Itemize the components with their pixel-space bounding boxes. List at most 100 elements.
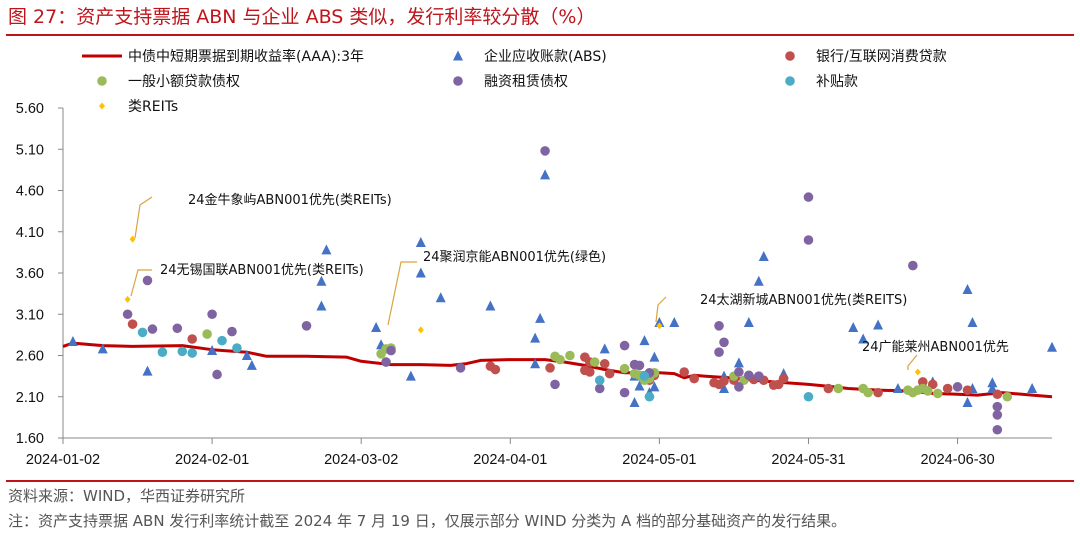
triangle-point [142, 365, 153, 376]
circle-point [714, 321, 724, 331]
annotation-leader [907, 354, 918, 370]
triangle-point [530, 358, 541, 369]
circle-point [803, 192, 814, 202]
circle-point [227, 326, 237, 337]
circle-point [992, 401, 1003, 412]
circle-point [932, 388, 943, 399]
circle-point [142, 275, 153, 286]
triangle-point [649, 381, 660, 392]
triangle-point [892, 383, 903, 393]
circle-point [550, 379, 560, 390]
chart-axes: 5.60 5.10 4.60 4.10 3.60 3.10 2.60 2.10 1.60 2024… [16, 101, 1052, 468]
circle-point [803, 391, 814, 402]
legend-label: 一般小额贷款债权 [128, 74, 240, 90]
legend-label: 融资租赁债权 [484, 74, 568, 90]
circle-point [127, 319, 138, 329]
circle-point [301, 321, 312, 331]
triangle-point [485, 300, 496, 311]
triangle-point [858, 333, 869, 344]
triangle-point [718, 383, 729, 393]
circle-point [555, 354, 565, 365]
circle-point [381, 357, 391, 367]
circle-point [734, 382, 744, 392]
triangle-point [743, 317, 754, 327]
triangle-point [733, 357, 744, 368]
circle-point [599, 358, 610, 369]
circle-point [992, 410, 1003, 420]
chart-annotations: 24金牛象屿ABN001优先(类REITs) 24无锡国联ABN001优先(类RE… [130, 192, 1009, 370]
circle-point [172, 323, 183, 334]
triangle-point [405, 370, 416, 381]
circle-point [202, 329, 212, 339]
triangle-point [207, 345, 218, 356]
triangle-point [435, 292, 446, 303]
circle-point [540, 146, 550, 156]
annotation-label: 24广能莱州ABN001优先 [862, 340, 1009, 355]
legend-label: 补贴款 [816, 74, 858, 90]
circle-point [753, 371, 764, 381]
triangle-point [873, 319, 884, 330]
legend-label: 类REITs [128, 99, 178, 115]
diamond-point [417, 326, 424, 334]
annotation-label: 24聚润京能ABN001优先(绿色) [423, 249, 606, 265]
legend-marker [785, 76, 795, 86]
triangle-point [962, 284, 973, 294]
circle-point [619, 340, 630, 351]
source-note: 资料来源：WIND，华西证券研究所 [8, 487, 246, 505]
triangle-point [415, 267, 426, 278]
triangle-point [321, 244, 332, 255]
circle-point [992, 389, 1003, 400]
circle-point [594, 383, 605, 394]
y-tick-label: 2.60 [16, 349, 44, 365]
circle-point [952, 382, 963, 392]
title-divider [6, 34, 1074, 36]
y-tick-label: 3.10 [16, 307, 44, 323]
annotation-label: 24金牛象屿ABN001优先(类REITs) [188, 192, 392, 208]
triangle-point [316, 275, 327, 286]
chart-marks [62, 146, 1057, 435]
circle-point [714, 347, 724, 358]
circle-point [719, 337, 729, 348]
legend-marker [785, 51, 795, 61]
y-tick-label: 1.60 [16, 431, 44, 447]
annotation-leader [130, 269, 152, 297]
triangle-point [654, 317, 665, 327]
legend-label: 企业应收账款(ABS) [484, 48, 607, 65]
triangle-point [967, 317, 978, 327]
triangle-point [629, 397, 640, 408]
circle-point [644, 391, 655, 402]
triangle-point [758, 251, 769, 261]
x-tick-label: 2024-06-30 [920, 452, 994, 468]
triangle-point [246, 359, 257, 370]
legend-marker [99, 102, 105, 110]
diamond-point [914, 368, 921, 376]
triangle-point [1047, 341, 1057, 352]
triangle-point [634, 380, 645, 391]
triangle-point [540, 169, 551, 180]
circle-point [490, 364, 501, 375]
circle-point [922, 386, 933, 396]
circle-point [157, 347, 168, 358]
circle-point [833, 383, 844, 394]
circle-point [187, 348, 198, 358]
annotation-leader [134, 196, 153, 239]
footnote: 注：资产支持票据 ABN 发行利率统计截至 2024 年 7 月 19 日，仅展… [8, 512, 847, 530]
circle-point [962, 385, 973, 395]
diamond-point [124, 295, 131, 303]
circle-point [634, 360, 645, 371]
circle-point [803, 235, 814, 245]
triangle-point [987, 377, 998, 388]
y-tick-label: 5.10 [16, 142, 44, 158]
circle-point [594, 375, 605, 386]
circle-point [679, 367, 690, 377]
legend-marker [97, 76, 107, 86]
triangle-point [241, 350, 252, 360]
triangle-point [962, 397, 973, 408]
chart-title: 图 27：资产支持票据 ABN 与企业 ABS 类似，发行利率较分散（%） [8, 6, 596, 28]
circle-point [908, 260, 918, 271]
circle-point [386, 345, 396, 356]
triangle-point [848, 321, 859, 332]
triangle-point [669, 317, 680, 327]
circle-point [689, 373, 699, 384]
diamond-point [656, 322, 663, 330]
